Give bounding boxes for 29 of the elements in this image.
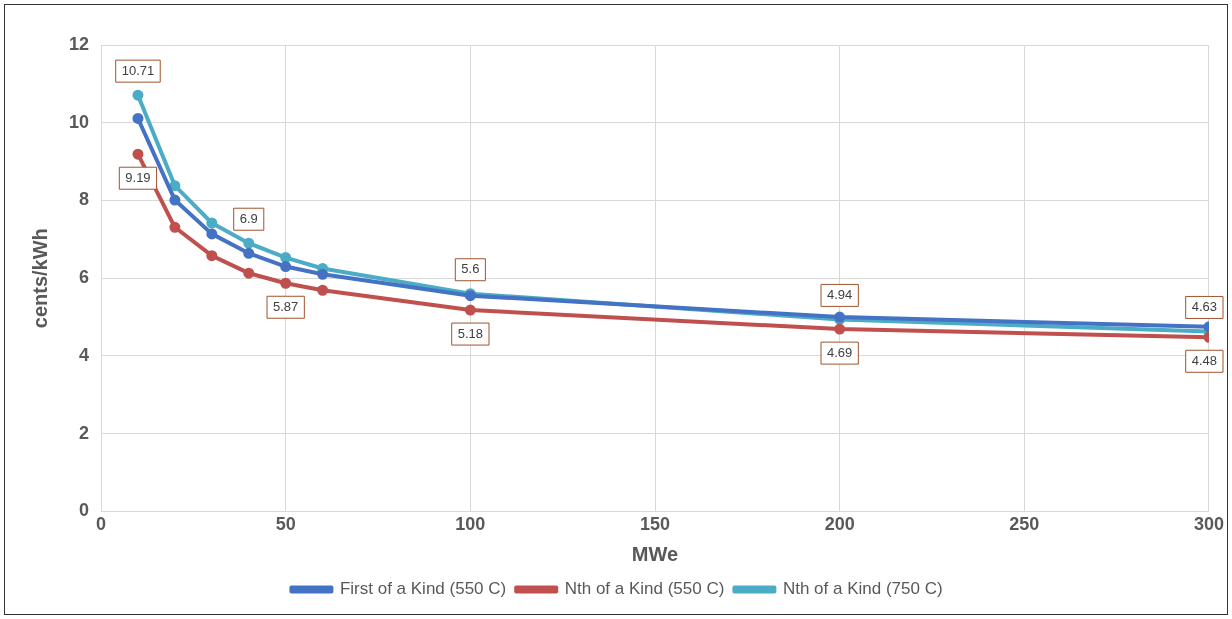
- y-tick-label: 4: [79, 344, 90, 365]
- x-tick-label: 100: [455, 514, 486, 535]
- x-tick-label: 150: [639, 514, 671, 535]
- legend-label: First of a Kind (550 C): [339, 579, 507, 599]
- y-tick-label: 10: [68, 111, 90, 132]
- legend-label: Nth of a Kind (550 C): [564, 579, 725, 599]
- y-tick-label: 8: [79, 189, 90, 210]
- y-tick-label: 0: [79, 500, 90, 521]
- data-label: 4.69: [827, 344, 853, 360]
- legend-label: Nth of a Kind (750 C): [782, 579, 943, 599]
- x-axis-title: MWe: [631, 542, 679, 565]
- y-tick-label: 2: [79, 422, 90, 443]
- data-label: 10.71: [121, 62, 155, 78]
- data-label: 5.6: [461, 261, 480, 277]
- x-tick-label: 0: [96, 514, 107, 535]
- data-label: 4.63: [1191, 299, 1218, 315]
- x-tick-label: 250: [1009, 514, 1040, 535]
- data-label: 9.19: [125, 169, 151, 185]
- y-tick-label: 6: [79, 267, 90, 288]
- y-axis-title: cents/kWh: [28, 228, 51, 329]
- data-label: 5.87: [273, 298, 299, 314]
- data-label: 5.18: [457, 325, 483, 341]
- data-label: 4.94: [827, 286, 853, 302]
- x-tick-label: 50: [275, 514, 296, 535]
- y-tick-label: 12: [68, 33, 90, 54]
- x-tick-label: 300: [1193, 514, 1225, 535]
- x-tick-label: 200: [824, 514, 855, 535]
- data-label: 6.9: [239, 210, 258, 226]
- data-label: 4.48: [1191, 352, 1218, 368]
